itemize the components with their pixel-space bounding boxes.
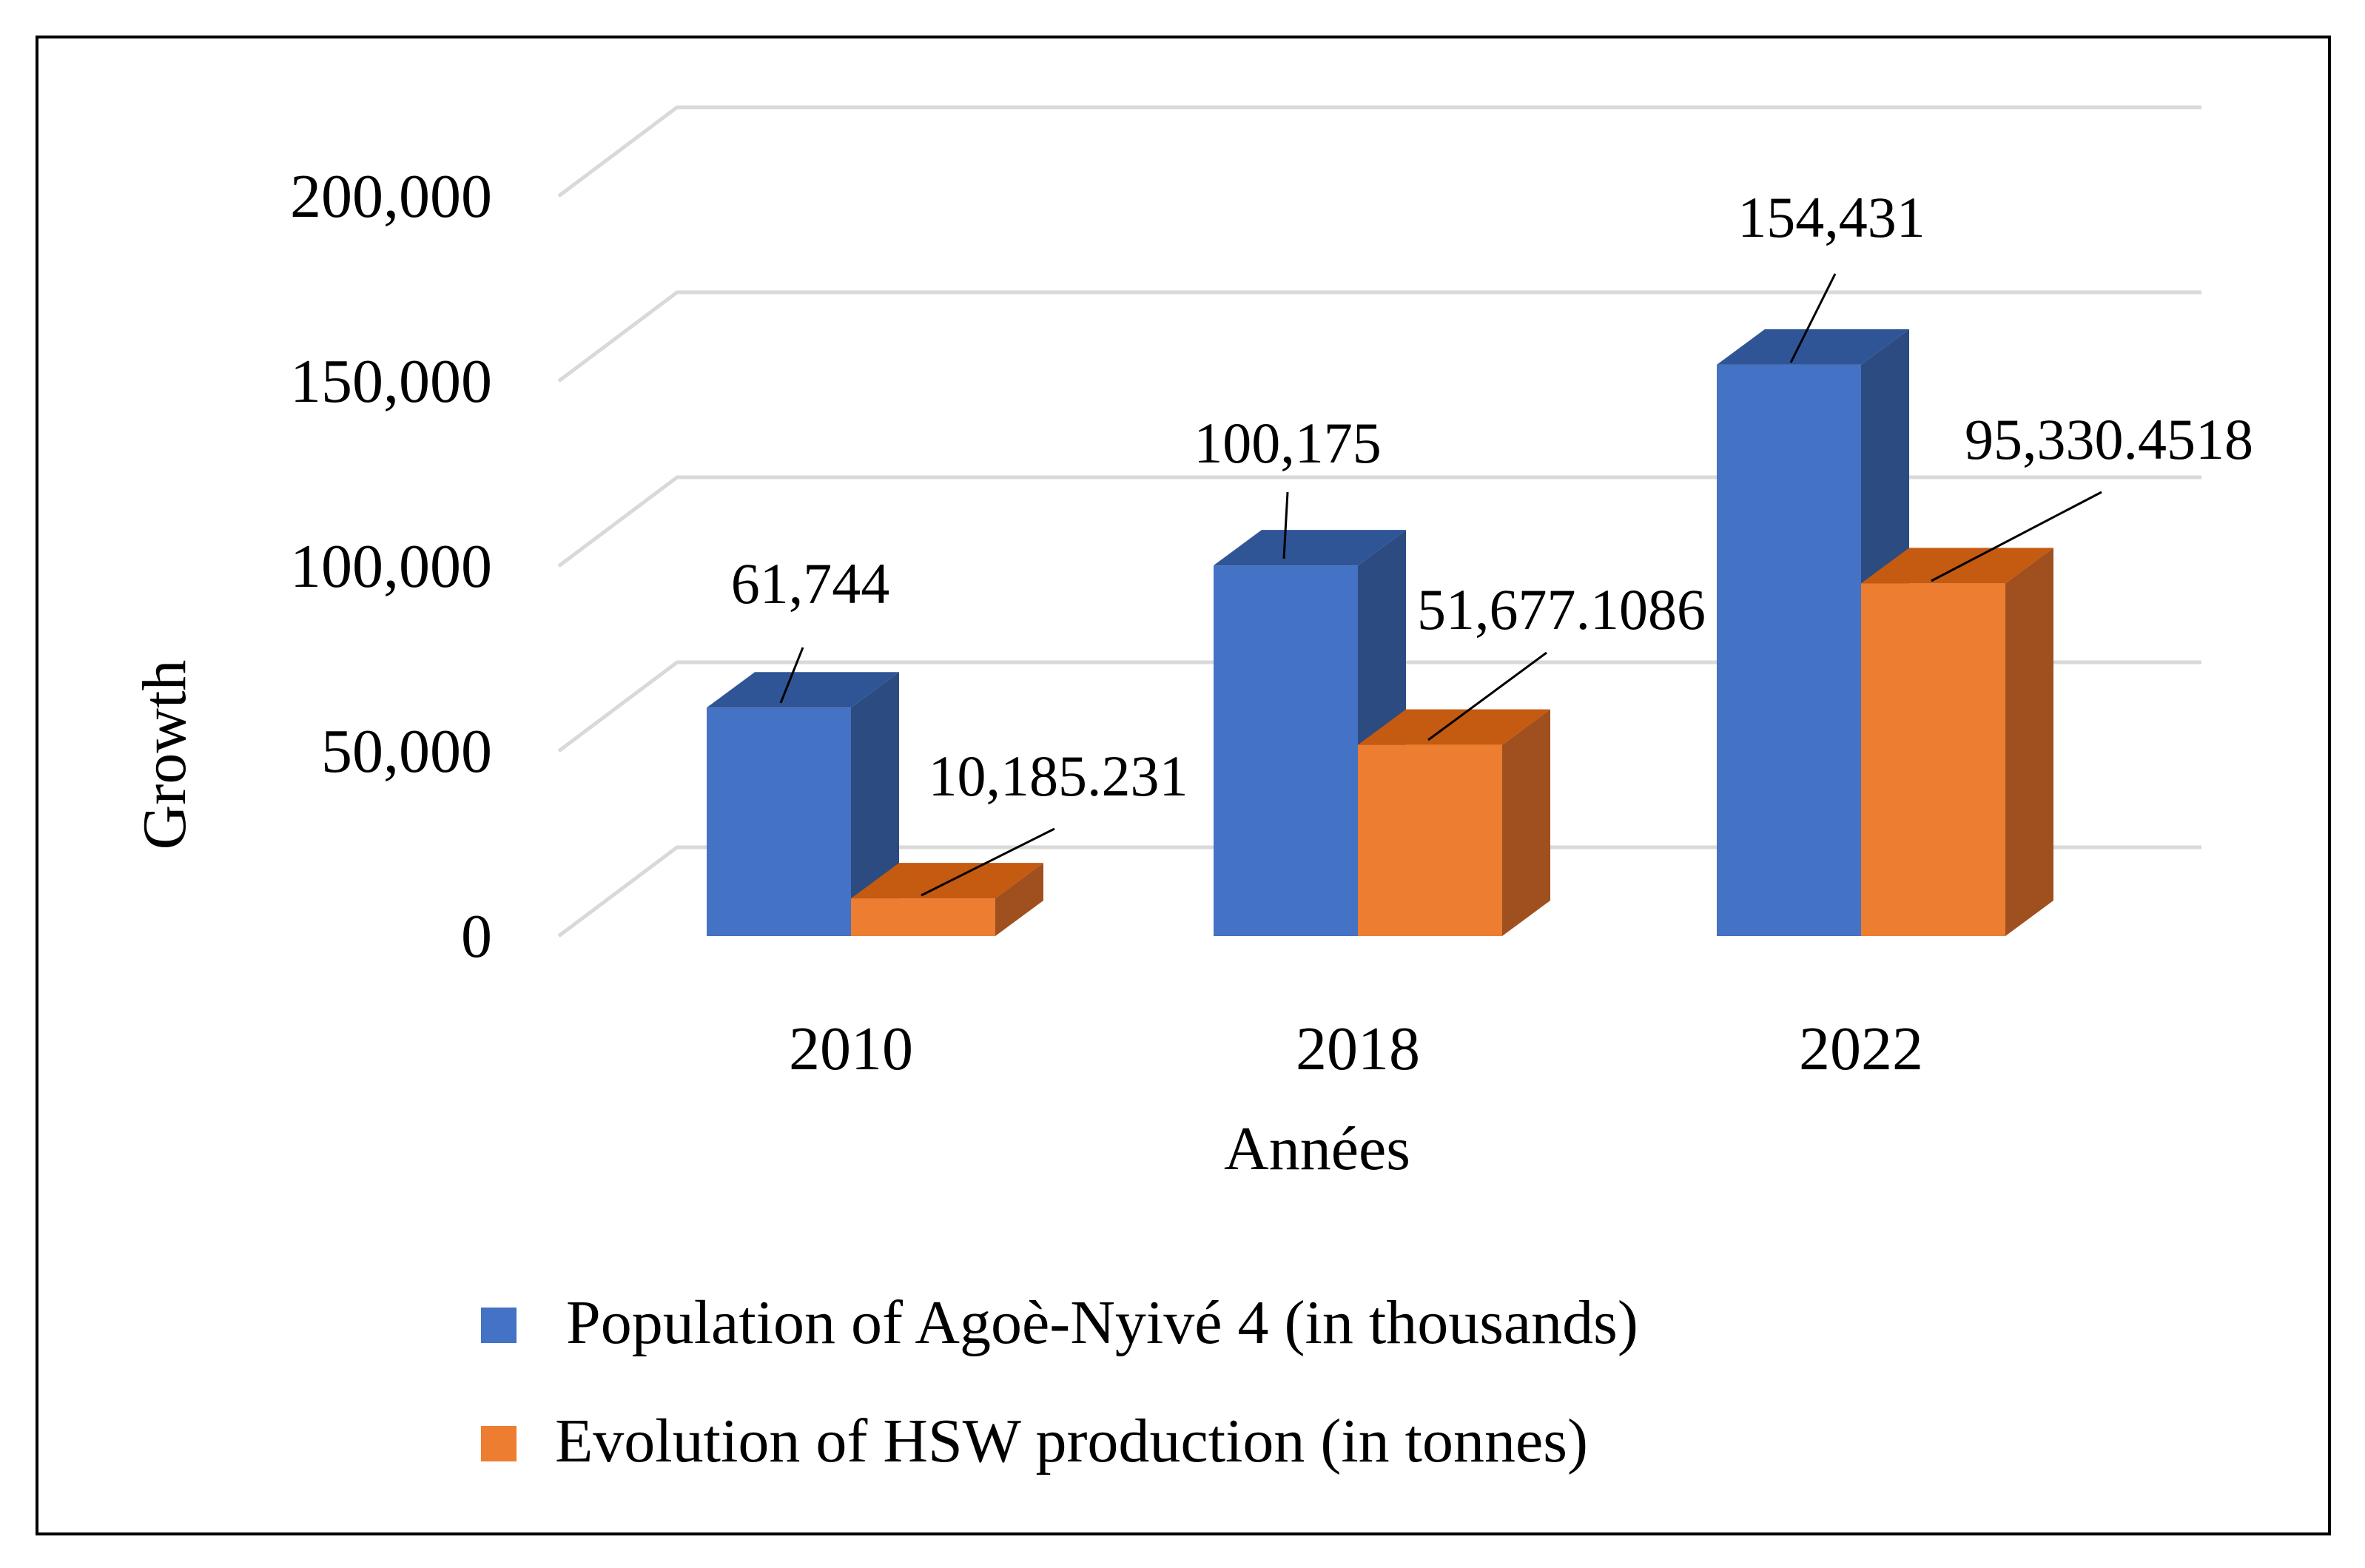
leader-line [1931, 491, 2102, 582]
y-tick-label: 200,000 [290, 162, 492, 231]
bar-top [1214, 530, 1406, 566]
x-tick-label: 2010 [789, 1015, 913, 1083]
x-axis-label: Années [1224, 1114, 1410, 1183]
leader-lines [779, 273, 2102, 897]
bar-side [2005, 548, 2053, 936]
legend-label: Evolution of HSW production (in tonnes) [555, 1407, 1588, 1476]
x-tick-label: 2018 [1296, 1015, 1420, 1083]
bar-front [1358, 744, 1502, 936]
data-label: 95,330.4518 [1965, 407, 2253, 471]
bar-population-2022 [1717, 329, 1909, 937]
data-label: 61,744 [731, 551, 890, 616]
legend-swatch [481, 1426, 517, 1461]
bar-front [851, 898, 995, 936]
data-label: 100,175 [1194, 411, 1382, 475]
gridlines [557, 105, 2201, 938]
bar-side [995, 863, 1043, 936]
bar-front [707, 707, 851, 936]
data-label: 51,677.1086 [1417, 577, 1706, 642]
gridline-1 [557, 660, 2201, 753]
data-label: 154,431 [1737, 185, 1925, 249]
bar-hsw-2010 [851, 863, 1043, 936]
bar-top [851, 863, 1043, 899]
gridline-3 [557, 290, 2201, 383]
y-tick-label: 50,000 [321, 717, 492, 786]
data-labels: 61,744 100,175 154,431 10,185.231 51,677.108… [731, 185, 2253, 808]
data-label: 10,185.231 [929, 744, 1188, 808]
bars [707, 329, 2053, 937]
gridline-2 [557, 475, 2201, 568]
bar-side [1502, 709, 1550, 936]
legend-label: Population of Agoè-Nyivé 4 (in thousands… [566, 1288, 1638, 1357]
bar-top [1861, 548, 2053, 584]
y-tick-label: 100,000 [290, 532, 492, 601]
bar-top [1358, 709, 1550, 745]
y-tick-label: 150,000 [290, 347, 492, 416]
bar-hsw-2018 [1358, 709, 1550, 936]
bar-front [1861, 583, 2005, 936]
leader-line [1282, 491, 1289, 559]
leader-line [1427, 651, 1547, 741]
x-tick-label: 2022 [1799, 1015, 1923, 1083]
bar-hsw-2022 [1861, 548, 2053, 936]
legend-swatch [481, 1308, 517, 1343]
gridline-0 [557, 845, 2201, 938]
x-axis-ticks: 2010 2018 2022 [789, 1015, 1923, 1083]
y-tick-label: 0 [461, 902, 492, 971]
legend: Population of Agoè-Nyivé 4 (in thousands… [481, 1288, 1638, 1476]
y-axis-label: Growth [130, 660, 199, 850]
gridline-4 [557, 105, 2201, 198]
bar-top [707, 672, 899, 708]
bar-front [1717, 364, 1861, 937]
bar-front [1214, 565, 1358, 936]
bar-side [851, 672, 899, 936]
leader-line [921, 827, 1055, 897]
bar-top [1717, 329, 1909, 365]
leader-line [1789, 273, 1837, 363]
y-axis-ticks: 0 50,000 100,000 150,000 200,000 [290, 162, 492, 971]
bar-population-2010 [707, 672, 899, 936]
leader-line [779, 647, 804, 704]
